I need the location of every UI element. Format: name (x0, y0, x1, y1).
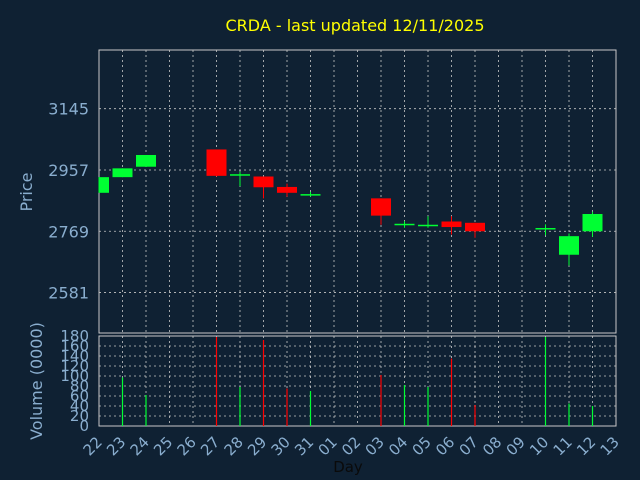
candle-body (99, 177, 109, 193)
x-tick-label: 12 (573, 433, 599, 459)
candle-body (253, 176, 274, 188)
chart-title: CRDA - last updated 12/11/2025 (226, 16, 485, 35)
volume-tick-label: 80 (70, 377, 89, 395)
candle-body (559, 236, 579, 255)
candle-body (394, 223, 415, 226)
x-tick-label: 13 (597, 433, 623, 459)
x-tick-label: 24 (127, 433, 153, 459)
volume-tick-label: 40 (70, 397, 89, 415)
x-tick-label: 11 (550, 433, 576, 459)
volume-tick-label: 0 (79, 417, 89, 435)
candle-body (230, 174, 250, 176)
x-tick-label: 02 (338, 433, 364, 459)
x-tick-label: 07 (456, 433, 482, 459)
x-tick-label: 10 (526, 433, 552, 459)
price-tick-label: 3145 (48, 100, 89, 119)
x-axis-ticks: 2223242526272829303101020304050607080910… (80, 433, 623, 459)
volume-tick-label: 100 (60, 367, 89, 385)
volume-tick-label: 120 (60, 357, 89, 375)
volume-axis-label: Volume (0000) (27, 322, 46, 440)
candle-body (535, 228, 556, 230)
x-tick-label: 08 (479, 433, 505, 459)
x-tick-label: 28 (221, 433, 247, 459)
volume-tick-label: 160 (60, 337, 89, 355)
price-panel: 2581 2769 2957 3145 (48, 49, 617, 334)
x-tick-label: 22 (80, 433, 106, 459)
candle-body (582, 213, 603, 232)
candle-body (206, 149, 227, 176)
x-tick-label: 30 (268, 433, 294, 459)
volume-tick-label: 140 (60, 347, 89, 365)
candle-body (277, 186, 297, 193)
price-tick-label: 2581 (48, 284, 89, 303)
candle-body (300, 194, 321, 196)
price-tick-label: 2957 (48, 161, 89, 180)
candle-body (371, 198, 391, 216)
x-tick-label: 26 (174, 433, 200, 459)
candle-body (465, 222, 485, 232)
x-tick-label: 09 (503, 433, 529, 459)
volume-tick-label: 180 (60, 327, 89, 345)
price-tick-label: 2769 (48, 222, 89, 241)
x-tick-label: 29 (244, 433, 270, 459)
x-tick-label: 06 (432, 433, 458, 459)
x-tick-label: 31 (291, 433, 317, 459)
volume-tick-label: 20 (70, 407, 89, 425)
x-tick-label: 01 (315, 433, 341, 459)
candle-body (136, 154, 156, 167)
x-tick-label: 23 (103, 433, 129, 459)
candle-body (418, 224, 438, 227)
volume-tick-label: 60 (70, 387, 89, 405)
x-tick-label: 27 (197, 433, 223, 459)
candle-body (112, 168, 133, 178)
x-axis-label: Day (333, 458, 363, 476)
x-tick-label: 05 (409, 433, 435, 459)
x-tick-label: 25 (150, 433, 176, 459)
x-tick-label: 04 (385, 433, 411, 459)
x-tick-label: 03 (362, 433, 388, 459)
price-axis-label: Price (17, 172, 36, 211)
candle-body (441, 221, 462, 228)
